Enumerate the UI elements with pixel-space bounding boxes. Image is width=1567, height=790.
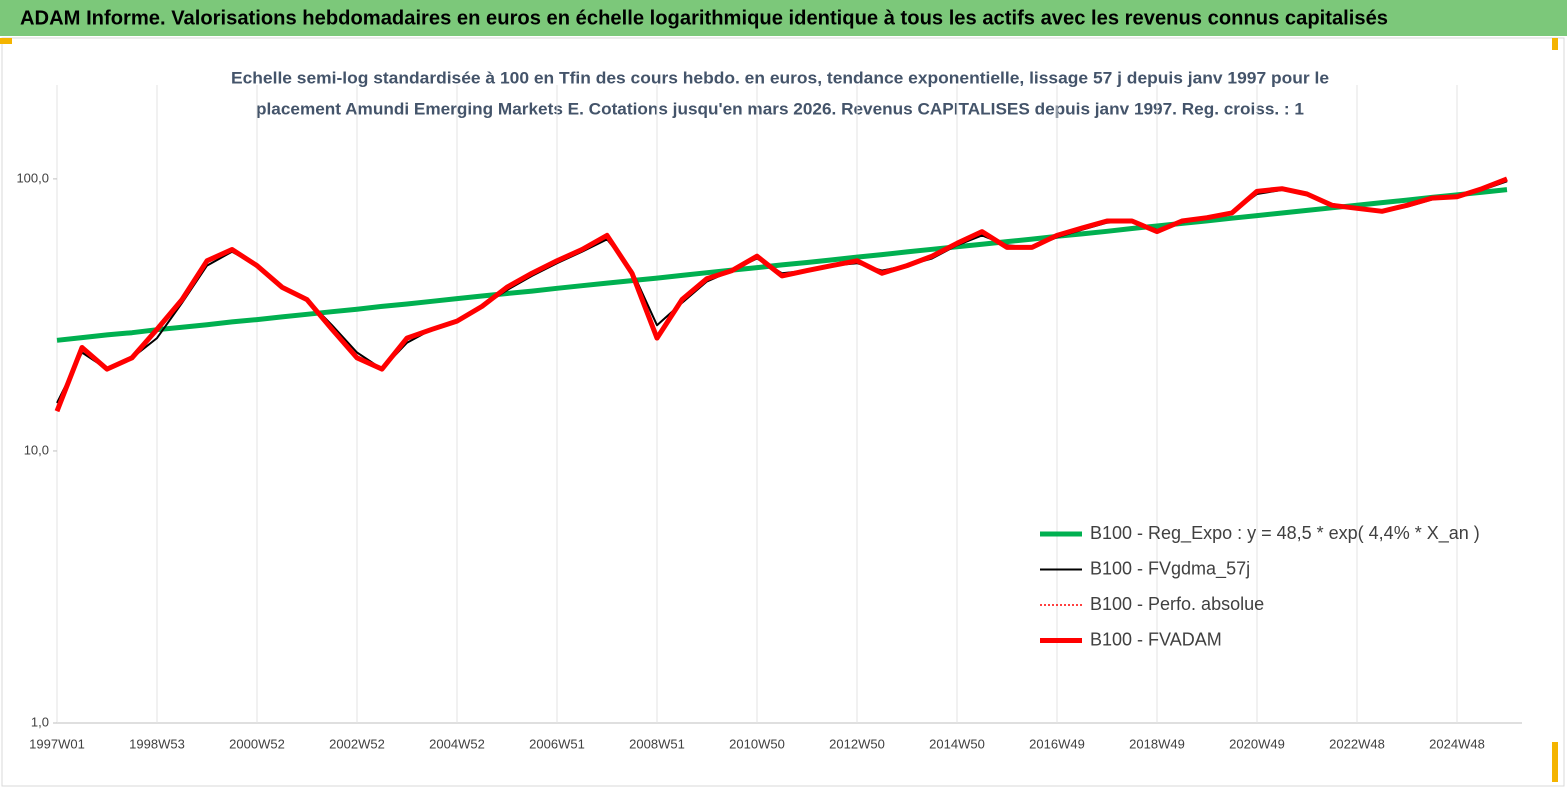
- y-tick-label: 10,0: [24, 442, 49, 457]
- subtitle: placement Amundi Emerging Markets E. Cot…: [256, 99, 1304, 118]
- legend-label: B100 - Reg_Expo : y = 48,5 * exp( 4,4% *…: [1090, 523, 1480, 544]
- x-tick-label: 2024W48: [1429, 736, 1485, 751]
- grid: [56, 85, 1458, 723]
- x-tick-label: 1997W01: [29, 736, 85, 751]
- x-tick-label: 2012W50: [829, 736, 885, 751]
- x-tick-label: 2000W52: [229, 736, 285, 751]
- chart-frame: [1, 37, 1565, 787]
- y-tick-label: 1,0: [31, 714, 49, 729]
- legend-label: B100 - FVADAM: [1090, 629, 1222, 649]
- x-tick-label: 2010W50: [729, 736, 785, 751]
- corner: [0, 38, 12, 44]
- series-line: [54, 176, 1508, 413]
- y-tick-label: 100,0: [16, 170, 49, 185]
- series-line: [56, 187, 1508, 343]
- legend-label: B100 - FVgdma_57j: [1090, 558, 1250, 579]
- x-tick-label: 2014W50: [929, 736, 985, 751]
- x-tick-label: 2006W51: [529, 736, 585, 751]
- x-tick-label: 2022W48: [1329, 736, 1385, 751]
- corner: [1552, 38, 1558, 50]
- banner: [0, 0, 1567, 36]
- x-tick-label: 2020W49: [1229, 736, 1285, 751]
- x-tick-label: 1998W53: [129, 736, 185, 751]
- x-tick-label: 2016W49: [1029, 736, 1085, 751]
- x-tick-label: 2004W52: [429, 736, 485, 751]
- x-tick-label: 2018W49: [1129, 736, 1185, 751]
- x-tick-label: 2008W51: [629, 736, 685, 751]
- legend-label: B100 - Perfo. absolue: [1090, 594, 1264, 614]
- x-tick-label: 2002W52: [329, 736, 385, 751]
- subtitle: Echelle semi-log standardisée à 100 en T…: [231, 68, 1329, 87]
- banner-title: ADAM Informe. Valorisations hebdomadaire…: [20, 7, 1388, 29]
- corner: [1552, 742, 1558, 782]
